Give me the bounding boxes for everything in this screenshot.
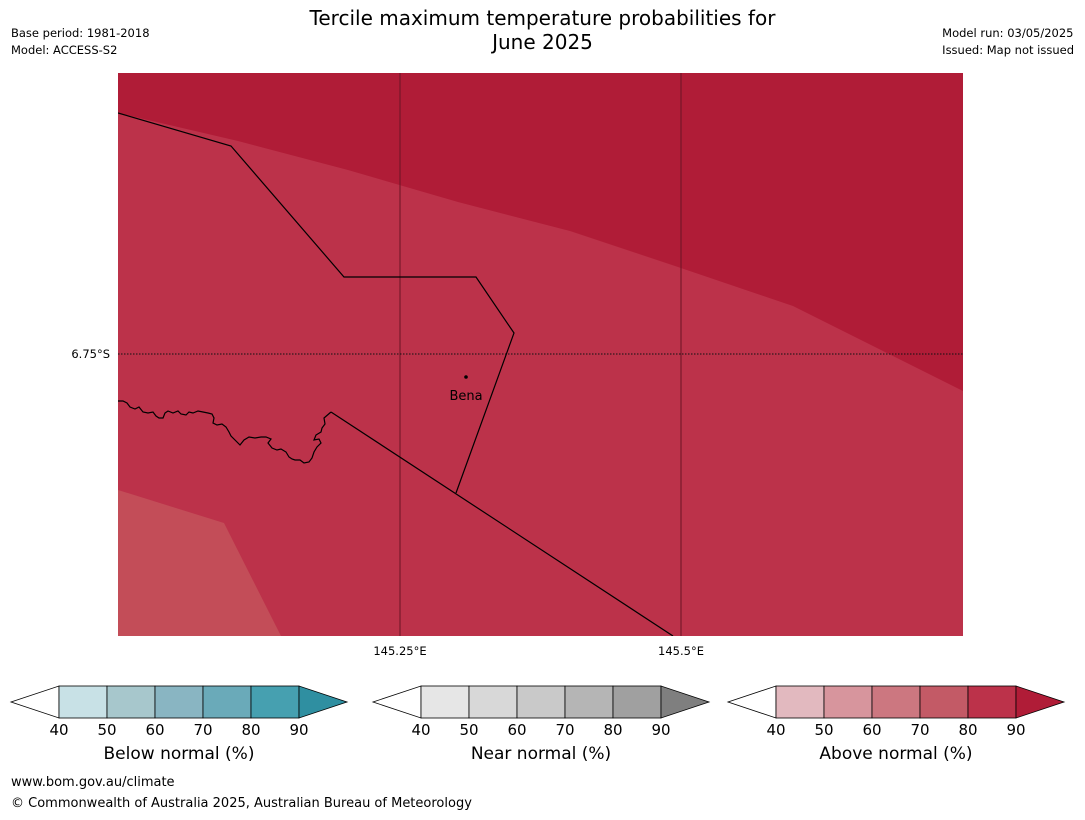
colorbar-below-tick: 50 (97, 721, 116, 739)
colorbar-below-segment (250, 685, 300, 719)
above-normal-70-region (118, 490, 281, 636)
model-name: Model: ACCESS-S2 (11, 43, 118, 57)
latitude-label: 6.75°S (71, 347, 110, 361)
colorbar-below-tick: 40 (49, 721, 68, 739)
colorbar-near-tick: 60 (507, 721, 526, 739)
title-line-2: June 2025 (492, 30, 593, 54)
above-normal-90-region (118, 73, 963, 391)
colorbar-title-near: Near normal (%) (470, 744, 612, 764)
colorbar-near-tick: 40 (411, 721, 430, 739)
base-period: Base period: 1981-2018 (11, 26, 150, 40)
colorbar-near-segment (468, 685, 518, 719)
colorbar-title-below: Below normal (%) (103, 744, 255, 764)
colorbar-near-high-extension (660, 685, 711, 719)
colorbar-above-tick: 90 (1006, 721, 1025, 739)
map-panel[interactable]: Bena (118, 73, 963, 636)
meta-right: Model run: 03/05/2025 Issued: Map not is… (942, 25, 1074, 59)
colorbar-below-tick: 70 (193, 721, 212, 739)
colorbar-below-segment (58, 685, 108, 719)
model-run: Model run: 03/05/2025 (942, 26, 1074, 40)
colorbar-above-tick: 70 (910, 721, 929, 739)
colorbar-below-tick: 80 (241, 721, 260, 739)
colorbar-below-tick: 90 (289, 721, 308, 739)
colorbar-near-tick: 70 (555, 721, 574, 739)
meta-left: Base period: 1981-2018 Model: ACCESS-S2 (11, 25, 150, 59)
colorbar-above-segment (967, 685, 1017, 719)
colorbar-below-low-extension (9, 685, 60, 719)
colorbar-below-high-extension (298, 685, 349, 719)
footer-url[interactable]: www.bom.gov.au/climate (11, 775, 175, 790)
colorbar-near-segment (420, 685, 470, 719)
colorbar-above-low-extension (726, 685, 777, 719)
colorbar-above-tick: 80 (958, 721, 977, 739)
colorbar-near-low-extension (371, 685, 422, 719)
colorbar-above-segment (775, 685, 825, 719)
colorbar-below-segment (106, 685, 156, 719)
colorbar-near-segment (564, 685, 614, 719)
footer-copyright: © Commonwealth of Australia 2025, Austra… (11, 796, 472, 811)
colorbar-title-above: Above normal (%) (819, 744, 973, 764)
map-canvas: Bena (118, 73, 963, 636)
colorbar-above-segment (871, 685, 921, 719)
colorbar-near-tick: 80 (603, 721, 622, 739)
colorbar-above-tick: 50 (814, 721, 833, 739)
colorbar-below-segment (202, 685, 252, 719)
province-boundary-south (330, 411, 674, 636)
colorbar-above-tick: 40 (766, 721, 785, 739)
province-boundary (118, 112, 515, 494)
colorbar-above-high-extension (1015, 685, 1066, 719)
colorbar-above-segment (823, 685, 873, 719)
colorbar-below-tick: 60 (145, 721, 164, 739)
colorbar-below-segment (154, 685, 204, 719)
colorbar-near-tick: 90 (651, 721, 670, 739)
colorbar-above-tick: 60 (862, 721, 881, 739)
bena-marker (464, 375, 468, 379)
colorbar-near-segment (516, 685, 566, 719)
issued-status: Issued: Map not issued (942, 43, 1074, 57)
bena-label: Bena (449, 389, 482, 404)
colorbar-near-segment (612, 685, 662, 719)
longitude-label-145-5: 145.5°E (658, 644, 704, 658)
province-boundary-west (118, 400, 332, 464)
colorbar-above-segment (919, 685, 969, 719)
longitude-label-145-25: 145.25°E (373, 644, 427, 658)
title-line-1: Tercile maximum temperature probabilitie… (309, 6, 776, 30)
colorbar-near-tick: 50 (459, 721, 478, 739)
map-title: Tercile maximum temperature probabilitie… (0, 6, 1085, 54)
